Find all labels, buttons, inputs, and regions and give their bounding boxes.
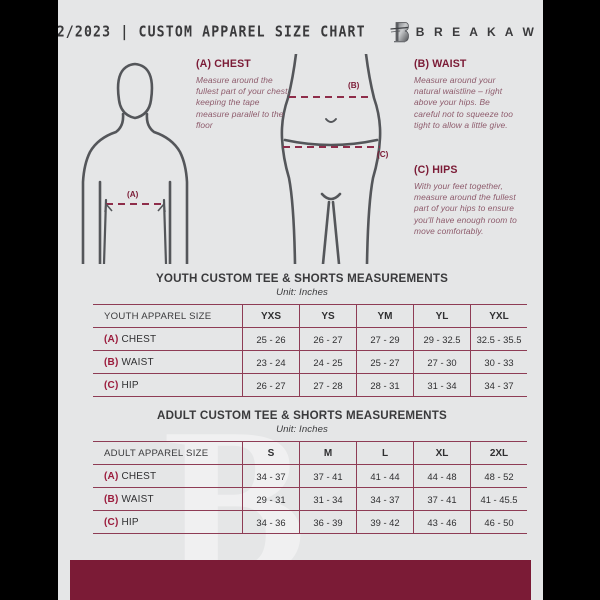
youth-size-table: YOUTH APPAREL SIZE YXS YS YM YL YXL (A) … bbox=[93, 304, 527, 397]
youth-size-header: YOUTH APPAREL SIZE bbox=[93, 304, 243, 328]
youth-col-2: YM bbox=[356, 304, 414, 328]
adult-r1-c2: 34 - 37 bbox=[356, 487, 414, 511]
youth-r2-c4: 34 - 37 bbox=[470, 373, 527, 397]
lower-body-figure: (B) (C) bbox=[266, 54, 396, 264]
youth-row-0-mark: (A) bbox=[104, 333, 119, 345]
adult-row-1-label: (B) WAIST bbox=[93, 487, 243, 511]
adult-r2-c1: 36 - 39 bbox=[299, 510, 357, 534]
note-hips-title: (C) HIPS bbox=[414, 164, 458, 176]
note-waist: (B) WAIST Measure around your natural wa… bbox=[414, 58, 518, 131]
adult-row-2-mark: (C) bbox=[104, 516, 119, 528]
brand-name: B R E A K A W A Y bbox=[415, 25, 543, 39]
adult-r1-c4: 41 - 45.5 bbox=[470, 487, 527, 511]
upper-body-figure: (A) bbox=[70, 52, 200, 264]
youth-table-block: YOUTH CUSTOM TEE & SHORTS MEASUREMENTS U… bbox=[93, 272, 527, 397]
waist-measure-label: (B) bbox=[348, 81, 360, 90]
adult-r2-c0: 34 - 36 bbox=[242, 510, 300, 534]
adult-r0-c0: 34 - 37 bbox=[242, 464, 300, 488]
youth-r0-c1: 26 - 27 bbox=[299, 327, 357, 351]
youth-row-2-mark: (C) bbox=[104, 379, 119, 391]
adult-row-1-text: WAIST bbox=[121, 493, 154, 505]
adult-r0-c4: 48 - 52 bbox=[470, 464, 527, 488]
youth-r1-c2: 25 - 27 bbox=[356, 350, 414, 374]
adult-col-4: 2XL bbox=[470, 441, 527, 465]
youth-col-0: YXS bbox=[242, 304, 300, 328]
youth-col-1: YS bbox=[299, 304, 357, 328]
adult-r0-c2: 41 - 44 bbox=[356, 464, 414, 488]
table-row: (A) CHEST 25 - 26 26 - 27 27 - 29 29 - 3… bbox=[93, 327, 527, 351]
size-chart-card: B 2022/2023 | CUSTOM APPAREL SIZE CHART bbox=[58, 0, 543, 600]
note-waist-title: (B) WAIST bbox=[414, 58, 467, 70]
note-hips: (C) HIPS With your feet together, measur… bbox=[414, 164, 520, 237]
adult-col-3: XL bbox=[413, 441, 471, 465]
adult-row-2-label: (C) HIP bbox=[93, 510, 243, 534]
note-waist-body: Measure around your natural waistline – … bbox=[414, 75, 513, 130]
youth-row-2-label: (C) HIP bbox=[93, 373, 243, 397]
adult-r0-c1: 37 - 41 bbox=[299, 464, 357, 488]
youth-row-0-text: CHEST bbox=[121, 333, 157, 345]
adult-row-2-text: HIP bbox=[121, 516, 139, 528]
table-row: (B) WAIST 29 - 31 31 - 34 34 - 37 37 - 4… bbox=[93, 487, 527, 511]
adult-row-0-label: (A) CHEST bbox=[93, 464, 243, 488]
brand-logo: B R E A K A W A Y bbox=[390, 21, 543, 44]
youth-r2-c3: 31 - 34 bbox=[413, 373, 471, 397]
page-title: 2022/2023 | CUSTOM APPAREL SIZE CHART bbox=[58, 23, 366, 41]
table-header-row: ADULT APPAREL SIZE S M L XL 2XL bbox=[93, 441, 527, 465]
adult-r2-c4: 46 - 50 bbox=[470, 510, 527, 534]
youth-row-1-mark: (B) bbox=[104, 356, 119, 368]
note-chest-title: (A) CHEST bbox=[196, 58, 251, 70]
adult-r1-c1: 31 - 34 bbox=[299, 487, 357, 511]
measurement-diagrams: (A) bbox=[58, 52, 543, 267]
adult-col-2: L bbox=[356, 441, 414, 465]
adult-size-table: ADULT APPAREL SIZE S M L XL 2XL (A) CHES… bbox=[93, 441, 527, 534]
youth-r1-c4: 30 - 33 bbox=[470, 350, 527, 374]
table-row: (C) HIP 34 - 36 36 - 39 39 - 42 43 - 46 … bbox=[93, 510, 527, 534]
adult-row-0-text: CHEST bbox=[121, 470, 157, 482]
note-hips-body: With your feet together, measure around … bbox=[414, 181, 517, 236]
youth-r2-c2: 28 - 31 bbox=[356, 373, 414, 397]
youth-row-1-label: (B) WAIST bbox=[93, 350, 243, 374]
adult-row-1-mark: (B) bbox=[104, 493, 119, 505]
youth-table-unit: Unit: Inches bbox=[276, 287, 328, 298]
adult-size-header: ADULT APPAREL SIZE bbox=[93, 441, 243, 465]
table-header-row: YOUTH APPAREL SIZE YXS YS YM YL YXL bbox=[93, 304, 527, 328]
adult-r0-c3: 44 - 48 bbox=[413, 464, 471, 488]
note-chest-body: Measure around the fullest part of your … bbox=[196, 75, 290, 130]
adult-row-0-mark: (A) bbox=[104, 470, 119, 482]
youth-r0-c0: 25 - 26 bbox=[242, 327, 300, 351]
youth-r1-c1: 24 - 25 bbox=[299, 350, 357, 374]
youth-col-3: YL bbox=[413, 304, 471, 328]
youth-r0-c3: 29 - 32.5 bbox=[413, 327, 471, 351]
adult-table-block: ADULT CUSTOM TEE & SHORTS MEASUREMENTS U… bbox=[93, 409, 527, 534]
youth-r1-c3: 27 - 30 bbox=[413, 350, 471, 374]
table-row: (B) WAIST 23 - 24 24 - 25 25 - 27 27 - 3… bbox=[93, 350, 527, 374]
youth-r2-c0: 26 - 27 bbox=[242, 373, 300, 397]
youth-r1-c0: 23 - 24 bbox=[242, 350, 300, 374]
youth-row-0-label: (A) CHEST bbox=[93, 327, 243, 351]
youth-table-title: YOUTH CUSTOM TEE & SHORTS MEASUREMENTS bbox=[155, 272, 449, 285]
adult-col-0: S bbox=[242, 441, 300, 465]
table-row: (C) HIP 26 - 27 27 - 28 28 - 31 31 - 34 … bbox=[93, 373, 527, 397]
adult-r2-c3: 43 - 46 bbox=[413, 510, 471, 534]
youth-row-2-text: HIP bbox=[121, 379, 139, 391]
youth-r0-c2: 27 - 29 bbox=[356, 327, 414, 351]
youth-row-1-text: WAIST bbox=[121, 356, 154, 368]
hip-measure-label: (C) bbox=[377, 150, 389, 159]
adult-r1-c0: 29 - 31 bbox=[242, 487, 300, 511]
chest-measure-label: (A) bbox=[127, 190, 139, 199]
adult-table-unit: Unit: Inches bbox=[276, 424, 328, 435]
youth-r2-c1: 27 - 28 bbox=[299, 373, 357, 397]
adult-table-title: ADULT CUSTOM TEE & SHORTS MEASUREMENTS bbox=[157, 409, 447, 422]
youth-col-4: YXL bbox=[470, 304, 527, 328]
adult-r2-c2: 39 - 42 bbox=[356, 510, 414, 534]
footer-bar bbox=[70, 560, 531, 600]
adult-r1-c3: 37 - 41 bbox=[413, 487, 471, 511]
note-chest: (A) CHEST Measure around the fullest par… bbox=[196, 58, 294, 131]
table-row: (A) CHEST 34 - 37 37 - 41 41 - 44 44 - 4… bbox=[93, 464, 527, 488]
breakaway-b-monogram-icon bbox=[390, 21, 409, 42]
youth-r0-c4: 32.5 - 35.5 bbox=[470, 327, 527, 351]
adult-col-1: M bbox=[299, 441, 357, 465]
page-header: 2022/2023 | CUSTOM APPAREL SIZE CHART B … bbox=[58, 19, 543, 45]
